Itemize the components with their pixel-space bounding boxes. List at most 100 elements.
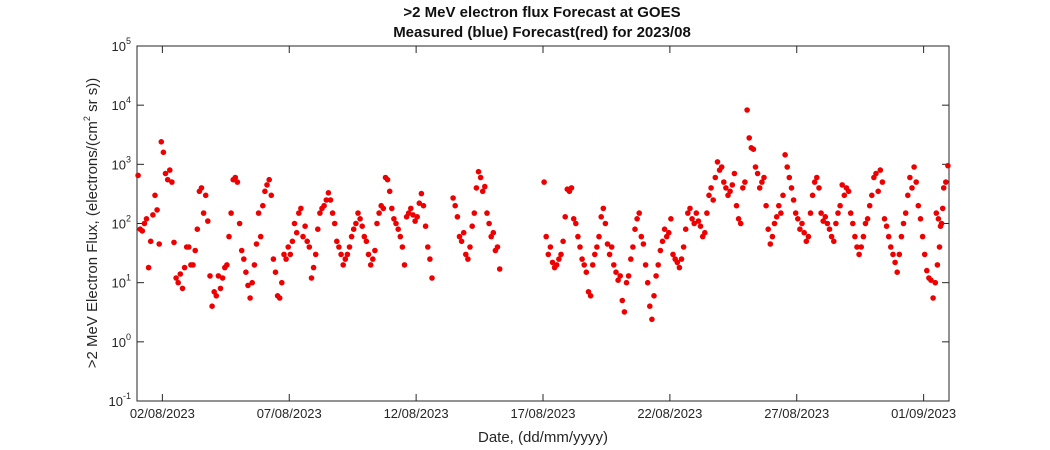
data-point [469, 223, 476, 229]
y-tick-label: 102 [112, 214, 131, 232]
data-point [410, 212, 416, 218]
data-point [718, 164, 725, 170]
plot-area [136, 45, 950, 402]
data-point [209, 303, 215, 310]
data-point [329, 210, 336, 216]
data-point [361, 233, 368, 240]
data-point [756, 185, 763, 191]
data-point [143, 216, 150, 222]
data-point [934, 262, 941, 268]
data-point [270, 256, 277, 262]
data-point [773, 214, 780, 220]
data-point [285, 244, 292, 250]
data-point [152, 192, 158, 199]
y-tick-label: 103 [112, 154, 131, 172]
data-point [293, 229, 300, 236]
data-point [792, 210, 799, 216]
data-point [655, 262, 661, 268]
data-point [139, 228, 146, 234]
data-point [905, 192, 911, 199]
data-point [685, 210, 691, 216]
data-point [186, 244, 192, 250]
data-point [562, 214, 568, 220]
data-point [217, 285, 224, 292]
data-point [241, 256, 247, 262]
data-point [573, 220, 579, 227]
data-point [900, 220, 907, 227]
x-tick-label: 07/08/2023 [257, 406, 322, 421]
data-point [606, 251, 613, 258]
data-point [697, 223, 704, 229]
data-point [545, 251, 552, 258]
data-point [287, 251, 294, 258]
data-point [298, 205, 304, 212]
data-point [473, 185, 480, 191]
data-point [583, 269, 590, 276]
data-point [704, 210, 710, 216]
data-point [253, 241, 260, 247]
data-point [181, 264, 188, 271]
data-point [742, 179, 748, 185]
data-point [731, 170, 738, 177]
data-point [496, 266, 503, 272]
data-point [911, 164, 917, 170]
data-point [873, 170, 879, 177]
data-point [346, 244, 353, 250]
data-point [763, 202, 769, 209]
data-point [640, 241, 647, 247]
data-point [164, 176, 171, 183]
data-point [416, 200, 423, 206]
x-axis: 02/08/2023 07/08/2023 12/08/2023 17/08/2023… [130, 46, 956, 421]
data-point [932, 279, 939, 286]
y-tick-exponent: 4 [126, 95, 131, 105]
data-point [917, 216, 924, 222]
data-point [769, 233, 776, 240]
data-point [401, 262, 408, 268]
data-point [877, 167, 884, 173]
data-point [856, 251, 862, 258]
data-point [547, 244, 554, 250]
data-point [238, 247, 245, 254]
data-point [200, 210, 207, 216]
data-point [924, 267, 930, 274]
data-point [348, 233, 355, 240]
data-point [647, 303, 653, 310]
data-point [653, 273, 659, 279]
data-point [828, 233, 835, 240]
data-point [251, 262, 258, 268]
data-point [799, 220, 805, 227]
data-point [826, 226, 833, 232]
data-point [300, 233, 306, 240]
data-point [171, 239, 177, 246]
data-point [928, 277, 934, 284]
data-point [463, 251, 469, 258]
data-point [175, 279, 181, 286]
data-point [666, 229, 672, 236]
data-point [649, 316, 655, 323]
data-point [651, 293, 657, 299]
data-point [790, 197, 797, 203]
data-point [852, 233, 858, 240]
data-point [702, 229, 708, 236]
data-point [860, 233, 867, 240]
y-tick-label: 101 [112, 273, 131, 291]
y-tick-base: 10 [112, 335, 126, 350]
data-point [150, 212, 156, 218]
x-axis-label: Date, (dd/mm/yyyy) [478, 429, 608, 446]
data-point [338, 251, 344, 258]
data-point [454, 214, 461, 220]
x-tick-label: 01/09/2023 [891, 406, 956, 421]
data-point [479, 188, 486, 195]
data-point [691, 220, 697, 227]
x-tick-label: 22/08/2023 [637, 406, 702, 421]
data-point [553, 262, 560, 268]
data-point [837, 202, 843, 209]
data-point [384, 176, 391, 183]
data-point [279, 279, 285, 286]
data-point [541, 179, 547, 185]
data-point [759, 179, 765, 185]
data-point [458, 238, 465, 245]
data-point [776, 202, 782, 209]
data-point [733, 202, 740, 209]
